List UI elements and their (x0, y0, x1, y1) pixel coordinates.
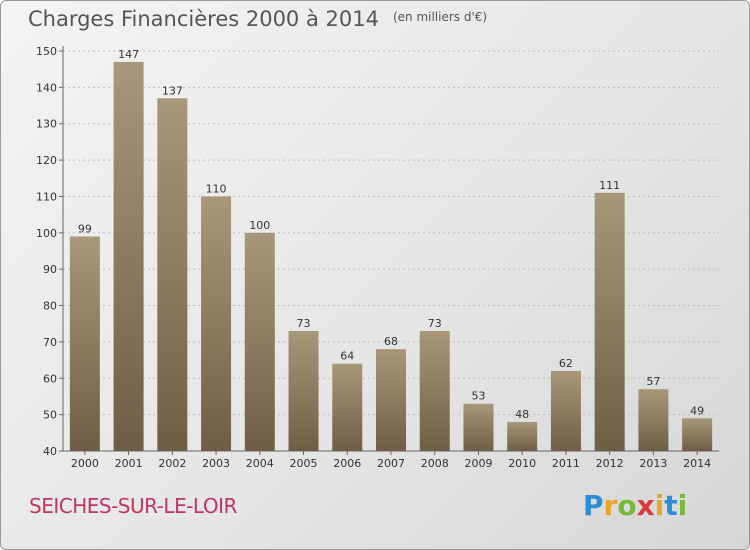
bar-value-label: 49 (690, 404, 704, 417)
bar-value-label: 62 (559, 357, 573, 370)
y-tick-label: 50 (43, 409, 57, 422)
bar (463, 403, 494, 451)
logo-letter: o (617, 489, 637, 522)
bar-value-label: 110 (206, 182, 227, 195)
bar (419, 331, 450, 451)
x-tick-label: 2009 (464, 457, 492, 470)
y-tick-label: 40 (43, 445, 57, 458)
x-tick-label: 2003 (202, 457, 230, 470)
y-tick-label: 120 (36, 154, 57, 167)
logo-letter: r (603, 489, 618, 522)
bar-value-label: 137 (162, 84, 183, 97)
bar-value-label: 111 (599, 179, 620, 192)
bar-value-label: 147 (118, 48, 139, 61)
bar-value-label: 73 (297, 317, 311, 330)
bar-value-label: 100 (249, 219, 270, 232)
logo-letter: i (677, 489, 688, 522)
y-tick-label: 130 (36, 118, 57, 131)
bar-value-label: 48 (515, 408, 529, 421)
x-tick-label: 2013 (639, 457, 667, 470)
x-tick-label: 2000 (71, 457, 99, 470)
x-tick-label: 2014 (683, 457, 711, 470)
y-tick-label: 60 (43, 372, 57, 385)
bar (376, 349, 406, 451)
x-tick-label: 2011 (552, 457, 580, 470)
y-tick-label: 90 (43, 263, 57, 276)
logo-letter: t (664, 489, 678, 522)
chart-title: Charges Financières 2000 à 2014 (en milli… (28, 7, 487, 31)
logo-letter: x (636, 489, 655, 522)
bar-value-label: 99 (78, 222, 92, 235)
bar-value-label: 73 (428, 317, 442, 330)
x-tick-label: 2012 (596, 457, 624, 470)
logo-letter: P (583, 489, 604, 522)
x-tick-label: 2010 (508, 457, 536, 470)
logo-letter: i (654, 489, 665, 522)
bar (69, 236, 100, 451)
chart-unit: (en milliers d'€) (392, 10, 488, 24)
bar-value-label: 53 (471, 390, 485, 403)
chart-title-text: Charges Financières 2000 à 2014 (28, 7, 379, 31)
commune-name: SEICHES-SUR-LE-LOIR (29, 494, 237, 518)
y-tick-label: 70 (43, 336, 57, 349)
x-tick-label: 2005 (290, 457, 318, 470)
bar-value-label: 64 (340, 350, 354, 363)
x-tick-label: 2002 (158, 457, 186, 470)
y-tick-label: 110 (36, 190, 57, 203)
bar (594, 192, 625, 451)
bar (113, 61, 144, 452)
bar (157, 98, 188, 451)
x-tick-label: 2008 (421, 457, 449, 470)
x-tick-label: 2001 (115, 457, 143, 470)
bar (507, 421, 538, 451)
bar (550, 371, 581, 451)
x-tick-label: 2004 (246, 457, 274, 470)
bar (682, 418, 713, 451)
bar (288, 331, 319, 451)
bar (244, 232, 275, 451)
x-tick-label: 2007 (377, 457, 405, 470)
y-tick-label: 100 (36, 227, 57, 240)
bar-value-label: 57 (646, 375, 660, 388)
bar-value-label: 68 (384, 335, 398, 348)
bar (201, 196, 232, 451)
bar (638, 389, 669, 451)
proxiti-logo: Proxiti (583, 489, 687, 522)
bar (332, 363, 363, 451)
x-tick-label: 2006 (333, 457, 361, 470)
y-tick-label: 150 (36, 45, 57, 58)
y-tick-label: 80 (43, 300, 57, 313)
y-tick-label: 140 (36, 81, 57, 94)
